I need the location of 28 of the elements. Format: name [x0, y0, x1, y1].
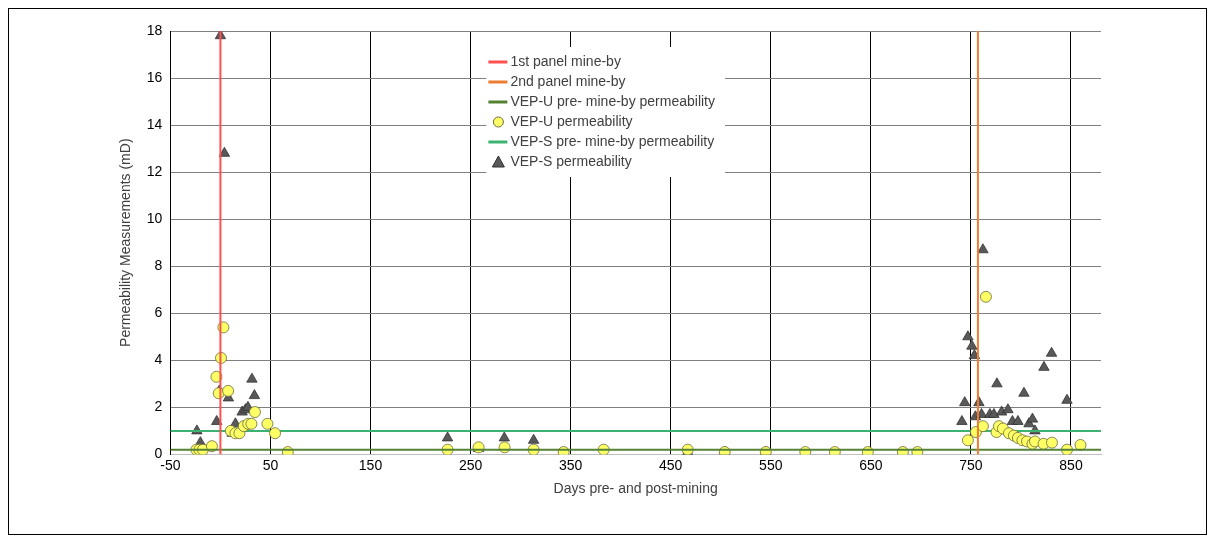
- y-axis-title: Permeability Measurements (mD): [117, 138, 134, 347]
- x-tick-label: -50: [160, 456, 181, 473]
- x-tick-label: 650: [859, 456, 883, 473]
- y-tick-label: 0: [154, 445, 163, 462]
- legend-label: 2nd panel mine-by: [510, 72, 626, 89]
- x-tick-label: 550: [759, 456, 783, 473]
- x-tick-label: 250: [458, 456, 483, 473]
- y-tick-label: 16: [146, 68, 163, 85]
- y-tick-label: 4: [154, 351, 163, 368]
- y-tick-label: 12: [146, 162, 163, 179]
- y-tick-label: 8: [154, 257, 163, 274]
- x-tick-label: 150: [358, 456, 383, 473]
- y-tick-label: 18: [146, 21, 163, 38]
- x-tick-label: 450: [659, 456, 683, 473]
- x-tick-label: 850: [1059, 456, 1083, 473]
- legend-label: VEP-U pre- mine-by permeability: [510, 92, 715, 109]
- x-tick-label: 750: [959, 456, 983, 473]
- x-tick-label: 350: [558, 456, 583, 473]
- y-tick-label: 10: [146, 210, 163, 227]
- y-tick-label: 14: [146, 115, 163, 132]
- legend-label: 1st panel mine-by: [510, 52, 621, 69]
- legend-label: VEP-S permeability: [510, 152, 632, 169]
- legend-label: VEP-S pre- mine-by permeability: [510, 132, 715, 149]
- y-tick-label: 6: [154, 304, 163, 321]
- legend-label: VEP-U permeability: [510, 112, 633, 129]
- y-tick-label: 2: [154, 398, 163, 415]
- x-tick-label: 50: [262, 456, 279, 473]
- x-axis-title: Days pre- and post-mining: [553, 480, 718, 497]
